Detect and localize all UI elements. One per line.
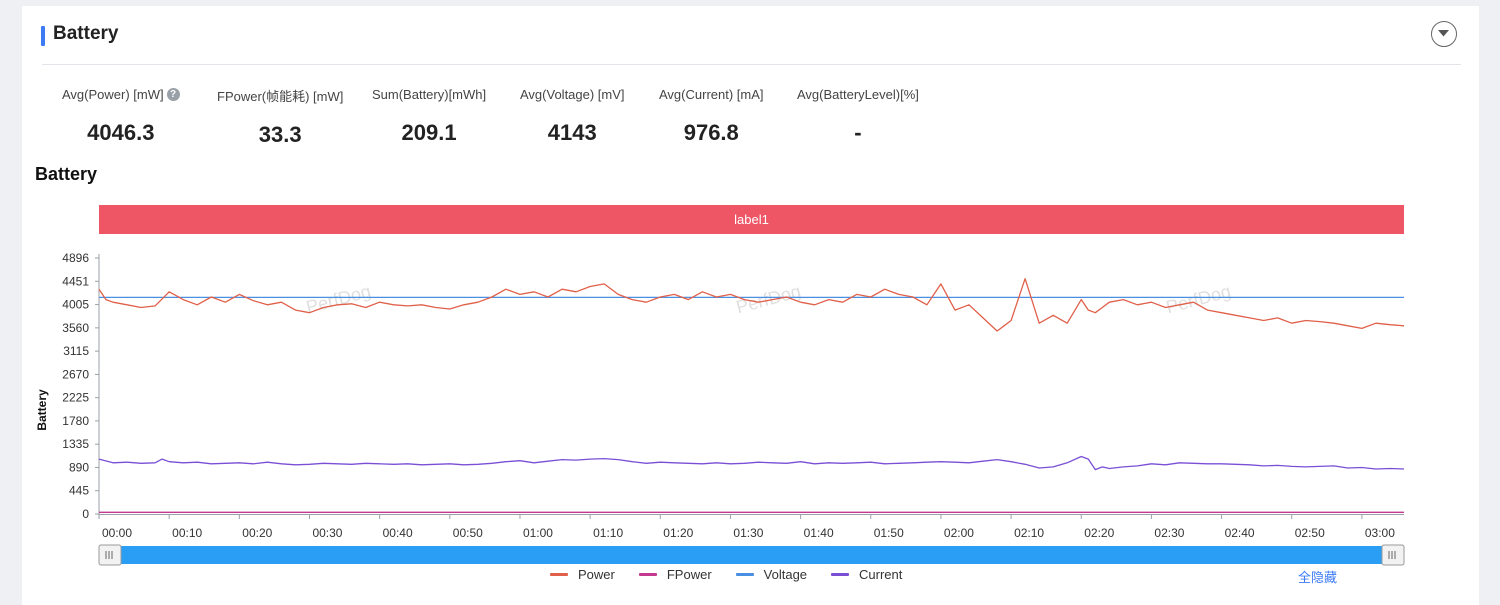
x-tick-label: 01:30 bbox=[733, 526, 763, 540]
chart-legend: Power FPower Voltage Current bbox=[550, 567, 902, 582]
legend-label: Current bbox=[859, 567, 903, 582]
label-band-text: label1 bbox=[734, 212, 769, 227]
legend-label: Power bbox=[578, 567, 615, 582]
x-tick-label: 01:50 bbox=[874, 526, 904, 540]
metric-fpower: FPower(帧能耗) [mW] 33.3 bbox=[217, 86, 343, 148]
x-tick-label: 01:20 bbox=[663, 526, 693, 540]
y-tick-label: 1780 bbox=[62, 414, 89, 428]
metric-value: 33.3 bbox=[258, 122, 302, 147]
x-tick-label: 00:20 bbox=[242, 526, 272, 540]
y-tick-label: 3560 bbox=[62, 321, 89, 335]
legend-label: FPower bbox=[666, 567, 712, 582]
x-tick-label: 01:10 bbox=[593, 526, 623, 540]
zoom-slider-track[interactable] bbox=[109, 546, 1394, 564]
legend-swatch bbox=[831, 573, 850, 576]
x-tick-label: 00:40 bbox=[383, 526, 413, 540]
legend-item-current[interactable]: Current bbox=[831, 567, 902, 582]
x-tick-label: 03:00 bbox=[1365, 526, 1395, 540]
x-tick-label: 02:10 bbox=[1014, 526, 1044, 540]
y-tick-label: 4896 bbox=[62, 251, 89, 265]
y-tick-label: 445 bbox=[69, 484, 89, 498]
watermark-text: PerfDog bbox=[1164, 281, 1233, 317]
slider-handle-left[interactable] bbox=[98, 544, 122, 566]
x-tick-label: 00:50 bbox=[453, 526, 483, 540]
x-tick-label: 02:50 bbox=[1295, 526, 1325, 540]
legend-swatch bbox=[638, 573, 657, 576]
x-tick-label: 02:40 bbox=[1225, 526, 1255, 540]
x-tick-label: 01:00 bbox=[523, 526, 553, 540]
metric-label: Sum(Battery)[mWh] bbox=[372, 87, 487, 102]
header-divider bbox=[42, 64, 1461, 65]
metric-value: 4143 bbox=[547, 120, 597, 145]
y-tick-label: 4005 bbox=[62, 298, 89, 312]
metric-label: Avg(BatteryLevel)[%] bbox=[797, 87, 919, 102]
panel-accent-bar bbox=[41, 26, 45, 46]
metric-label: Avg(Power) [mW] bbox=[62, 87, 164, 102]
y-tick-label: 4451 bbox=[62, 274, 89, 288]
y-tick-label: 3115 bbox=[63, 344, 89, 358]
series-line-power bbox=[98, 278, 1405, 332]
metric-avg-current: Avg(Current) [mA] 976.8 bbox=[659, 86, 764, 146]
y-tick-label: 2670 bbox=[62, 367, 89, 381]
metric-value: 209.1 bbox=[401, 120, 457, 145]
metric-avg-battery-level: Avg(BatteryLevel)[%] - bbox=[797, 86, 919, 146]
x-tick-label: 02:00 bbox=[944, 526, 974, 540]
collapse-button[interactable] bbox=[1431, 21, 1457, 47]
x-tick-label: 00:00 bbox=[102, 526, 132, 540]
metric-label: Avg(Voltage) [mV] bbox=[520, 87, 625, 102]
metric-value: - bbox=[854, 120, 862, 145]
series-line-current bbox=[98, 455, 1405, 471]
legend-item-power[interactable]: Power bbox=[550, 567, 615, 582]
x-tick-label: 02:20 bbox=[1084, 526, 1114, 540]
y-tick-label: 2225 bbox=[62, 391, 89, 405]
chart-title: Battery bbox=[35, 164, 98, 184]
metric-sum-battery: Sum(Battery)[mWh] 209.1 bbox=[372, 86, 486, 146]
y-tick-label: 0 bbox=[82, 507, 89, 521]
legend-swatch bbox=[550, 573, 568, 576]
label-band bbox=[99, 205, 1404, 234]
chevron-down-icon bbox=[1438, 30, 1449, 37]
y-tick-label: 890 bbox=[69, 460, 89, 474]
hide-all-link[interactable]: 全隐藏 bbox=[1298, 570, 1338, 585]
metric-label: FPower(帧能耗) [mW] bbox=[217, 89, 344, 104]
metric-value: 976.8 bbox=[683, 120, 739, 145]
metric-avg-voltage: Avg(Voltage) [mV] 4143 bbox=[520, 86, 625, 146]
legend-swatch bbox=[735, 573, 754, 576]
metric-value: 4046.3 bbox=[87, 120, 155, 145]
x-tick-label: 00:10 bbox=[172, 526, 202, 540]
legend-label: Voltage bbox=[763, 567, 808, 582]
x-tick-label: 02:30 bbox=[1154, 526, 1184, 540]
legend-item-fpower[interactable]: FPower bbox=[638, 567, 712, 582]
metric-label: Avg(Current) [mA] bbox=[659, 87, 764, 102]
y-tick-label: 1335 bbox=[62, 437, 89, 451]
help-icon[interactable]: ? bbox=[166, 88, 180, 101]
legend-item-voltage[interactable]: Voltage bbox=[735, 567, 808, 582]
battery-panel: Battery Avg(Power) [mW]? 4046.3 FPower(帧… bbox=[22, 6, 1479, 605]
y-axis-label: Battery bbox=[35, 389, 49, 431]
slider-handle-right[interactable] bbox=[1381, 544, 1405, 566]
x-tick-label: 00:30 bbox=[312, 526, 342, 540]
x-tick-label: 01:40 bbox=[804, 526, 834, 540]
panel-title: Battery bbox=[53, 23, 119, 44]
watermark-text: PerfDog bbox=[304, 281, 373, 317]
metric-avg-power: Avg(Power) [mW]? 4046.3 bbox=[62, 86, 180, 146]
